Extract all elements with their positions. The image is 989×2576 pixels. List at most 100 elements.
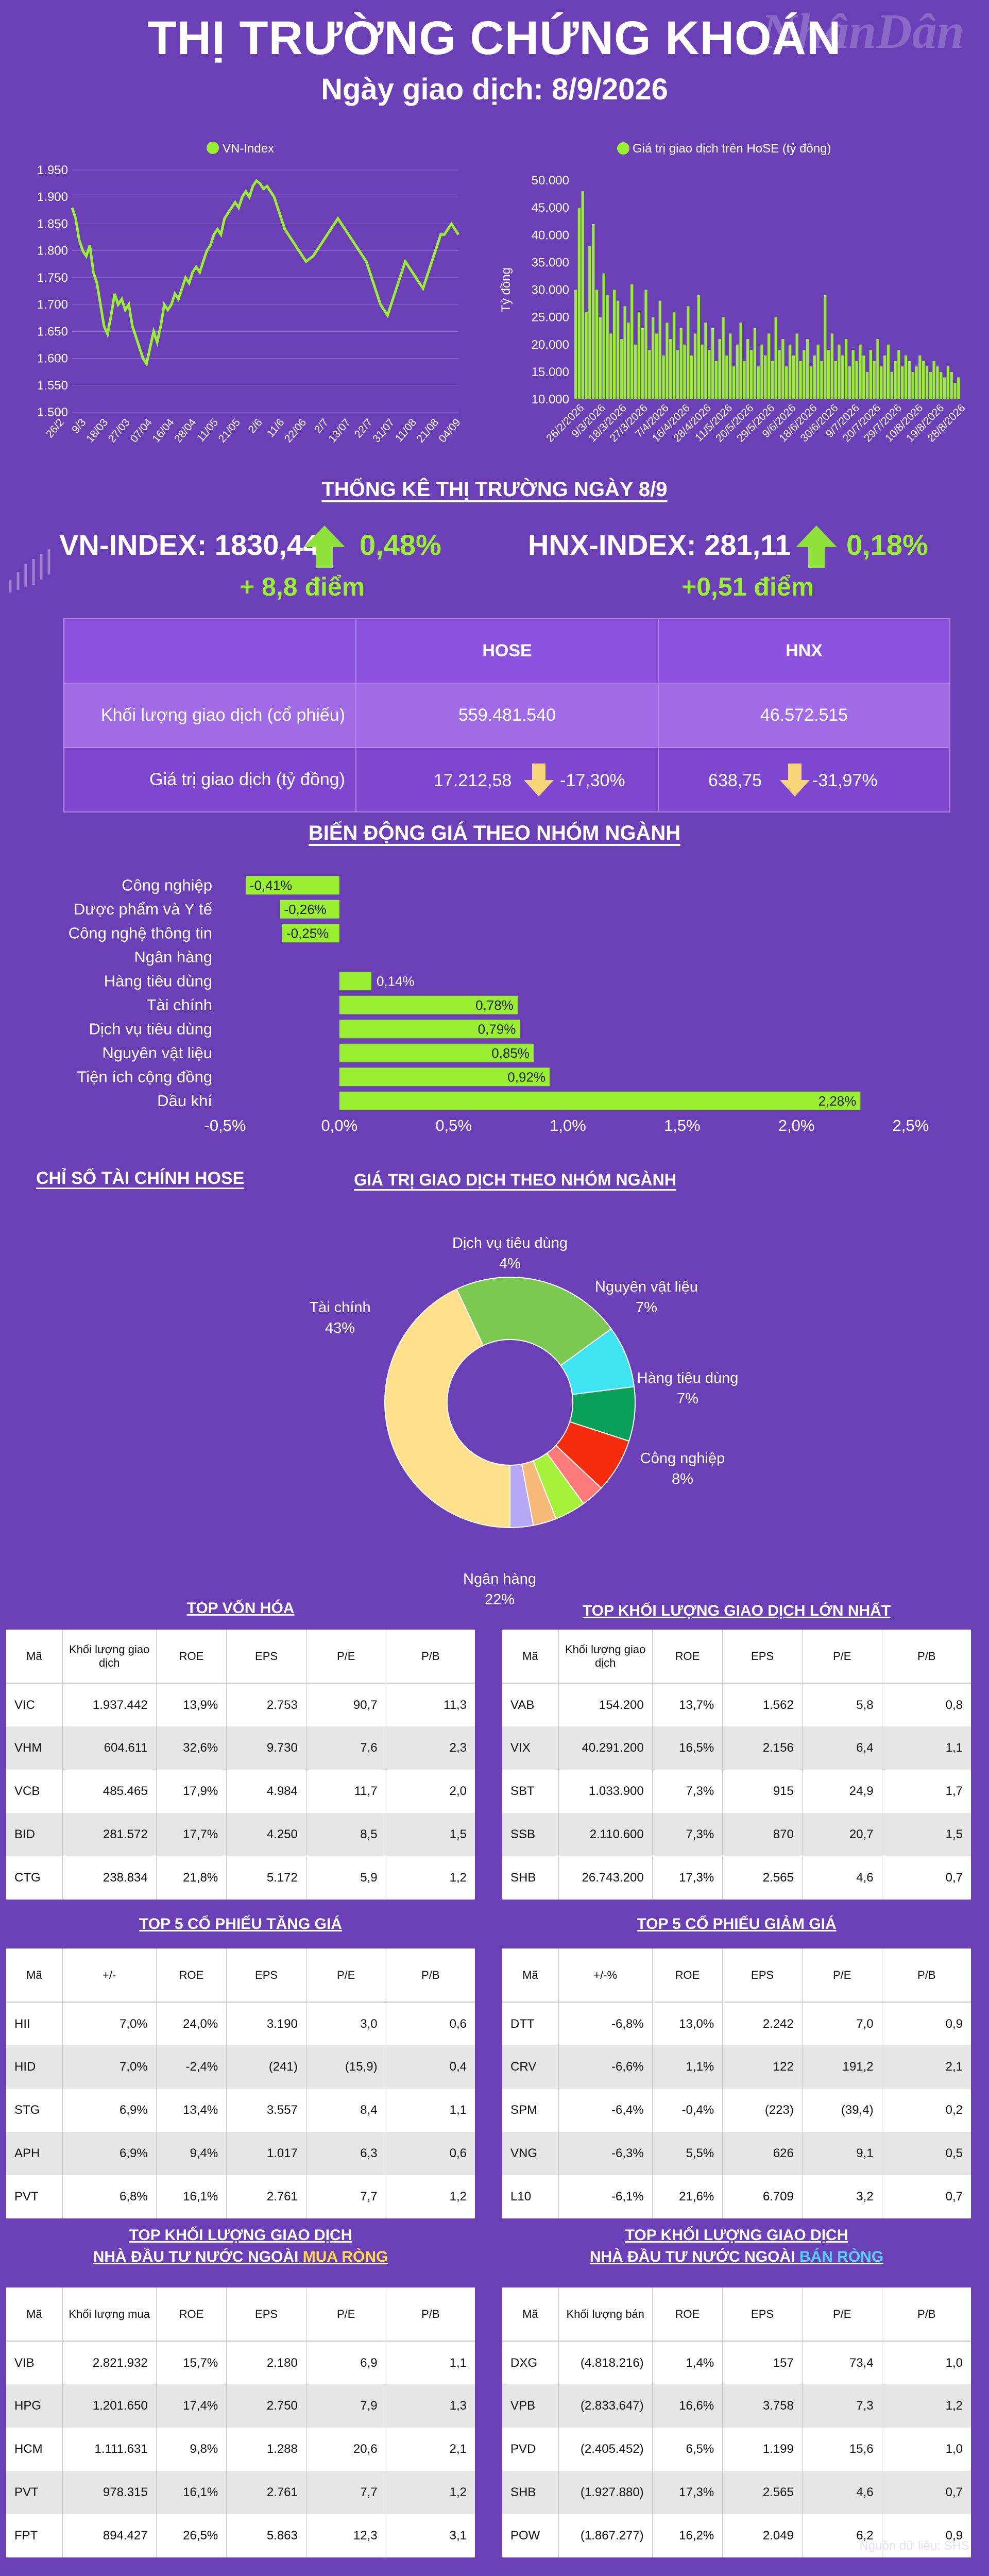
table-cell: 9,8% <box>156 2428 227 2471</box>
category-label: Nguyên vật liệu <box>102 1044 212 1062</box>
table-cell: PVT <box>6 2471 63 2514</box>
value-bar <box>865 371 869 399</box>
table-row: L10 -6,1% 21,6% 6.709 3,2 0,7 <box>502 2175 971 2218</box>
table-row: SBT 1.033.900 7,3% 915 24,9 1,7 <box>502 1770 971 1813</box>
value-bar <box>950 371 953 399</box>
table-cell: 1.199 <box>722 2428 803 2471</box>
data-table: Mã Khối lượng bán ROE EPS P/E P/B DXG (4.818.21… <box>502 2287 971 2557</box>
x-tick-label: 11/08 <box>393 416 419 444</box>
y-tick-label: 20.000 <box>532 338 569 352</box>
table-cell: 122 <box>722 2045 803 2089</box>
table-cell: STG <box>6 2089 63 2132</box>
top-losers-title: TOP 5 CỔ PHIẾU GIẢM GIÁ <box>637 1916 837 1933</box>
column-header: Khối lượng giao dịch <box>558 1630 653 1684</box>
table-cell: 17,3% <box>652 2471 723 2514</box>
table-cell: CRV <box>502 2045 559 2089</box>
table-cell: 0,7 <box>882 2471 971 2514</box>
table-cell: VIB <box>6 2341 63 2384</box>
value-bar <box>855 361 858 399</box>
sector-bar <box>280 900 339 919</box>
value-bar <box>652 317 655 399</box>
table-cell: 7,3% <box>652 1770 723 1813</box>
value-bar <box>630 284 634 399</box>
value-bar <box>714 361 718 399</box>
newspaper-logo: NhânDân <box>761 4 964 59</box>
table-cell: 11,3 <box>444 1698 467 1712</box>
value-bar <box>894 361 897 399</box>
sector-bar <box>282 924 339 943</box>
y-tick-label: 1.700 <box>37 298 68 312</box>
table-cell: 3.758 <box>722 2384 803 2428</box>
table-row: VCB 485.465 17,9% 4.984 11,7 2,0 <box>6 1770 475 1813</box>
y-tick-label: 1.900 <box>37 190 68 204</box>
value-bar <box>757 366 760 399</box>
category-label: Dịch vụ tiêu dùng <box>89 1020 212 1038</box>
value-bar <box>588 246 591 399</box>
table-cell: 6,9 <box>306 2341 386 2384</box>
x-tick-label: 27/03 <box>106 416 132 445</box>
table-cell: (39,4) <box>802 2089 882 2132</box>
table-cell: 7,0 <box>802 2002 882 2045</box>
value-bar <box>816 344 820 399</box>
table-cell: 7,9 <box>306 2384 386 2428</box>
table-row: CTG 238.834 21,8% 5.172 5,9 1,2 <box>6 1856 475 1900</box>
table-cell: (241) <box>226 2045 306 2089</box>
table-row: DTT -6,8% 13,0% 2.242 7,0 0,9 <box>502 2002 971 2045</box>
column-header: Mã <box>6 1948 63 2003</box>
table-cell: 7,6 <box>306 1726 386 1770</box>
table-cell: 16,5% <box>652 1726 723 1770</box>
table-cell: 2.242 <box>722 2002 803 2045</box>
value-bar <box>943 377 946 399</box>
table-cell: 870 <box>722 1813 803 1856</box>
value-bar <box>616 300 620 399</box>
value-bar <box>743 361 746 399</box>
hnx-value: 638,75 <box>708 771 762 790</box>
donut-slice <box>509 1463 534 1529</box>
table-cell: 1,1 <box>882 1726 971 1770</box>
table-cell: DTT <box>502 2002 559 2045</box>
x-tick-label: 22/06 <box>282 416 309 445</box>
table-cell: 6.709 <box>722 2175 803 2218</box>
column-header: Khối lượng bán <box>558 2287 653 2342</box>
y-tick-label: 30.000 <box>532 283 569 297</box>
table-cell: 4.984 <box>226 1770 306 1813</box>
value-bar <box>845 339 848 399</box>
x-tick-label: 2,0% <box>778 1116 815 1134</box>
value-bar <box>788 344 792 399</box>
table-row: VPB (2.833.647) 16,6% 3.758 7,3 1,2 <box>502 2384 971 2428</box>
column-header: ROE <box>652 1630 723 1684</box>
value-bar <box>929 371 932 399</box>
table-cell: 26,5% <box>156 2514 227 2557</box>
table-cell: 2.565 <box>722 1856 803 1900</box>
table-cell: SHB <box>502 2471 559 2514</box>
table-cell: 5,9 <box>306 1856 386 1900</box>
table-cell: 7,7 <box>306 2175 386 2218</box>
table-cell: 6,8% <box>62 2175 157 2218</box>
foreign-sell-title-b: BÁN RÒNG <box>799 2248 884 2265</box>
table-row: SHB 26.743.200 17,3% 2.565 4,6 0,7 <box>502 1856 971 1900</box>
table-cell: 2.156 <box>722 1726 803 1770</box>
value-bar <box>922 361 925 399</box>
category-label: Dầu khí <box>157 1092 212 1110</box>
table-cell: 626 <box>722 2132 803 2175</box>
x-tick-label: 2,5% <box>893 1116 929 1134</box>
bar-value-label: -0,26% <box>284 902 326 917</box>
table-cell: DXG <box>502 2341 559 2384</box>
value-bar <box>620 339 623 399</box>
table-cell: (2.833.647) <box>558 2384 653 2428</box>
table-row: STG 6,9% 13,4% 3.557 8,4 1,1 <box>6 2089 475 2132</box>
value-bar <box>809 366 813 399</box>
table-cell: 12,3 <box>306 2514 386 2557</box>
table-cell: (2.405.452) <box>558 2428 653 2471</box>
table-cell: 6,2 <box>802 2514 882 2557</box>
y-tick-label: 1.850 <box>37 217 68 231</box>
table-cell: 1,7 <box>945 1784 963 1798</box>
value-bar <box>774 317 777 399</box>
sector-bar <box>245 876 339 895</box>
top-gainers-table: Mã +/- ROE EPS P/E P/B HII 7,0% 24,0% 3.190 3,0 0,6… <box>6 1948 475 2218</box>
table-cell: L10 <box>502 2175 559 2218</box>
value-bar <box>595 290 599 399</box>
value-bar <box>911 371 914 399</box>
value-bar <box>813 355 816 399</box>
value-bar <box>792 355 795 399</box>
